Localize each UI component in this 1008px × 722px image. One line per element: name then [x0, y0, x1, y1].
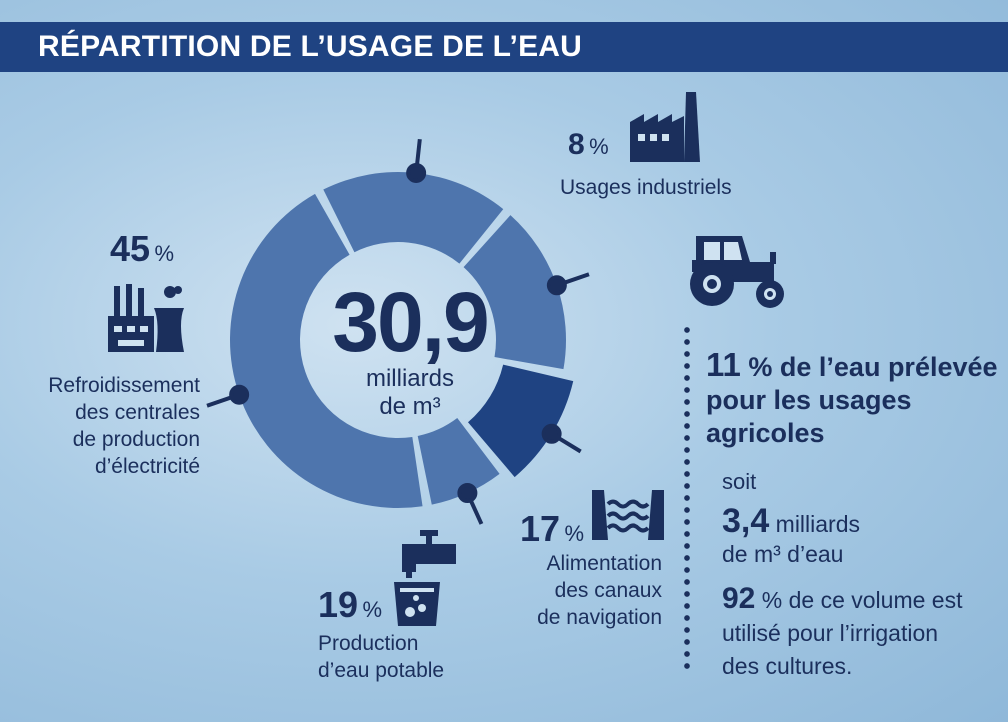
- donut-slice-canals: [463, 215, 566, 370]
- agri-volume: 3,4 milliards: [722, 502, 860, 541]
- center-unit-line2: de m³: [379, 393, 441, 420]
- drinking-label-line: d’eau potable: [318, 659, 445, 682]
- agri-irrigation-line3: des cultures.: [722, 653, 853, 679]
- industry-percent-value: 8: [568, 128, 585, 161]
- industry-percent: 8 %: [568, 128, 609, 162]
- leader-dot-cooling: [229, 384, 250, 405]
- canal-icon: [592, 490, 664, 540]
- canals-label-line: des canaux: [554, 579, 662, 602]
- donut-slice-cooling: [229, 193, 423, 508]
- drinking-label-line: Production: [318, 632, 419, 655]
- factory-icon: [630, 92, 700, 162]
- drinking-percent-value: 19: [318, 584, 359, 625]
- industry-percent-symbol: %: [589, 134, 609, 159]
- cooling-label-line: de production: [72, 428, 200, 451]
- canals-percent-symbol: %: [564, 521, 585, 546]
- water-tap-icon: [394, 530, 456, 626]
- leader-dot-industry: [457, 482, 478, 503]
- drinking-label: Production d’eau potable: [318, 630, 444, 684]
- agri-soit: soit: [722, 469, 757, 494]
- cooling-label-line: d’électricité: [94, 455, 200, 478]
- agri-volume-value: 3,4: [722, 502, 770, 540]
- industry-label: Usages industriels: [560, 174, 732, 201]
- agri-headline-rest: % de l’eau prélevée: [740, 352, 998, 382]
- leader-dot-canals: [546, 275, 567, 296]
- agri-volume-unit: milliards: [769, 511, 860, 537]
- cooling-percent-symbol: %: [154, 241, 175, 266]
- canals-label-line: Alimentation: [546, 552, 662, 575]
- canals-label: Alimentation des canaux de navigation: [490, 550, 662, 631]
- canals-label-line: de navigation: [537, 606, 662, 629]
- agri-irrigation: 92 % de ce volume est utilisé pour l’irr…: [722, 582, 962, 683]
- industry-label-line: Usages industriels: [560, 176, 732, 199]
- donut-slice-agriculture: [467, 364, 574, 478]
- cooling-label: Refroidissement des centrales de product…: [0, 372, 200, 480]
- agri-headline: 11 % de l’eau prélevée pour les usages a…: [706, 348, 998, 450]
- agri-irrigation-rest: % de ce volume est: [755, 587, 963, 613]
- drinking-percent: 19 %: [318, 584, 382, 626]
- agri-irrigation-line2: utilisé pour l’irrigation: [722, 620, 939, 646]
- drinking-percent-symbol: %: [362, 597, 383, 622]
- center-unit-line1: milliards: [365, 365, 454, 392]
- page-title: RÉPARTITION DE L’USAGE DE L’EAU: [38, 30, 583, 63]
- agri-percent: 11: [706, 346, 741, 383]
- cooling-label-line: Refroidissement: [48, 374, 200, 397]
- agri-headline-line2: pour les usages: [706, 385, 912, 415]
- canals-percent-value: 17: [520, 508, 561, 549]
- agri-irrigation-line1: 92 % de ce volume est: [722, 582, 962, 617]
- power-plant-icon: [108, 284, 184, 352]
- canals-percent: 17 %: [520, 508, 584, 550]
- title-bar: RÉPARTITION DE L’USAGE DE L’EAU: [0, 22, 1008, 72]
- cooling-percent-value: 45: [110, 228, 151, 269]
- leader-dot-agriculture: [541, 423, 562, 444]
- agri-irrigation-pct: 92: [722, 582, 756, 615]
- donut-slice-industry: [417, 418, 500, 505]
- agri-headline-line3: agricoles: [706, 418, 825, 448]
- agri-headline-line1: 11 % de l’eau prélevée: [706, 348, 998, 384]
- agri-volume-line2: de m³ d’eau: [722, 541, 844, 567]
- dotted-separator: [684, 324, 690, 674]
- cooling-percent: 45 %: [110, 228, 174, 270]
- tractor-icon: [690, 236, 784, 308]
- donut-slice-drinking: [323, 172, 504, 264]
- center-total-value: 30,9: [332, 275, 490, 369]
- cooling-label-line: des centrales: [75, 401, 200, 424]
- leader-dot-drinking: [406, 162, 427, 183]
